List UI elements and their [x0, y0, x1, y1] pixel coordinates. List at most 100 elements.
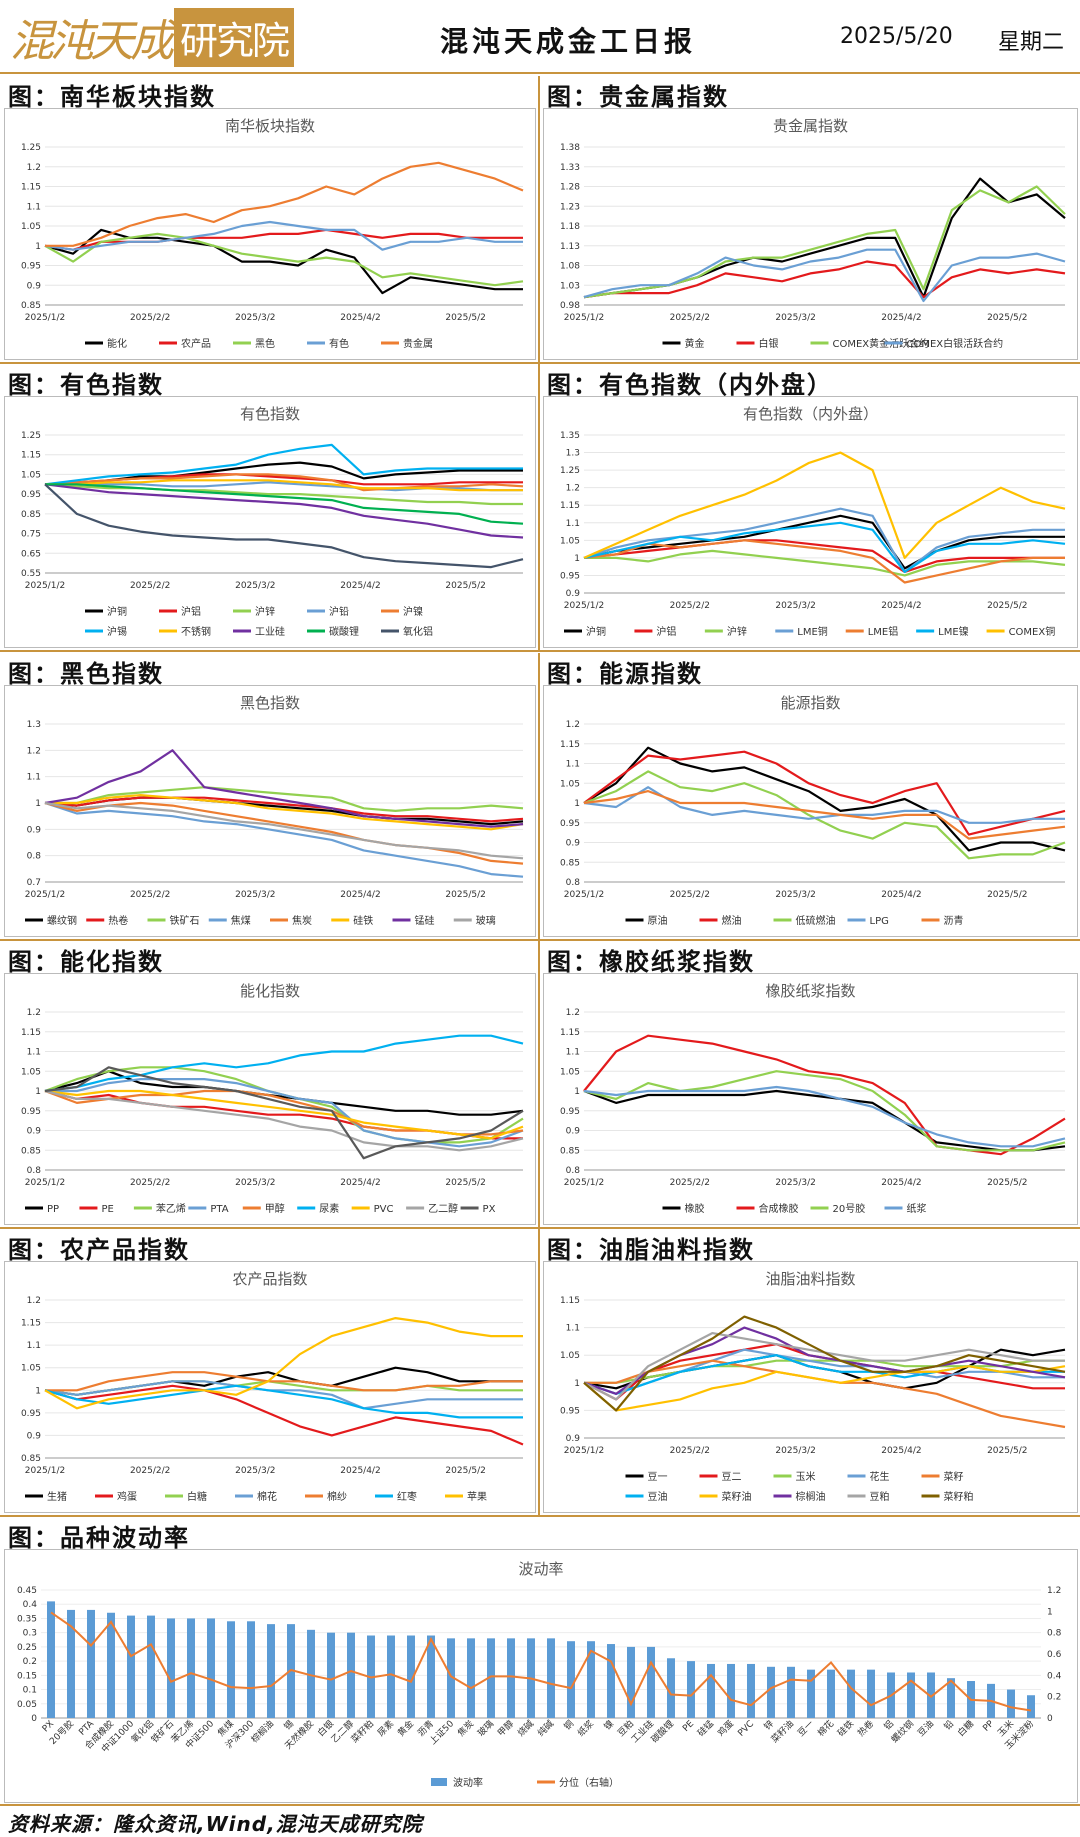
- x-tick-label: 2025/4/2: [881, 601, 921, 611]
- y-tick-label: 0.8: [566, 878, 581, 888]
- legend-label: 有色: [329, 337, 349, 350]
- legend-label: 豆一: [648, 1471, 668, 1483]
- chart-svg: 农产品指数 0.85 0.9 0.95 1 1.05 1.1 1.15 1.2 2025/1/2 2…: [21, 1270, 524, 1503]
- bar: [227, 1621, 235, 1718]
- y-tick-label: 1.15: [560, 501, 580, 511]
- y-tick-label: 0.3: [23, 1629, 37, 1639]
- series-line: [583, 521, 1066, 573]
- y-tick-label: 0.95: [21, 1107, 41, 1117]
- x-tick-label: 2025/3/2: [235, 1178, 275, 1188]
- x-tick-label: 2025/1/2: [25, 581, 65, 591]
- series-line: [583, 539, 1065, 573]
- y-tick-label: 0.65: [21, 549, 41, 559]
- chart-svg: 能化指数 0.8 0.85 0.9 0.95 1 1.05 1.1 1.15 1.2 2025/1/…: [21, 982, 524, 1215]
- series-line: [44, 796, 524, 823]
- y-tick-label: 0.4: [23, 1600, 38, 1610]
- chart-panel-ferrous: 黑色指数 0.7 0.8 0.9 1 1.1 1.2 1.3 2025/1/2 2025/2/2 2…: [4, 685, 536, 937]
- x-tick-label: 2025/1/2: [25, 1178, 65, 1188]
- x-tick-label: 2025/4/2: [881, 1446, 921, 1456]
- legend-label: 能化: [107, 337, 127, 350]
- section-title: 图：品种波动率: [8, 1524, 190, 1552]
- legend-label: 生猪: [47, 1490, 67, 1503]
- category-label: 豆一: [796, 1718, 817, 1739]
- legend-label: 沥青: [944, 914, 964, 927]
- legend-label: 工业硅: [255, 625, 285, 638]
- y-tick-label: 1.38: [560, 143, 580, 153]
- y2-tick-label: 0: [1047, 1714, 1053, 1724]
- y-tick-label: 0.98: [560, 301, 580, 311]
- bar: [847, 1669, 855, 1718]
- series-line: [583, 1315, 1066, 1412]
- legend-label: 沪铅: [329, 605, 349, 618]
- x-tick-label: 2025/3/2: [235, 890, 275, 900]
- legend-label: 低硫燃油: [796, 914, 836, 927]
- x-tick-label: 2025/4/2: [340, 1466, 380, 1476]
- chart-svg: 有色指数 0.55 0.65 0.75 0.85 0.95 1.05 1.15 1.25 2025…: [21, 405, 524, 638]
- y-tick-label: 0.9: [566, 839, 581, 849]
- legend-label: LPG: [870, 916, 889, 927]
- x-tick-label: 2025/2/2: [670, 890, 710, 900]
- company-logo: 混沌天成 研究院: [10, 7, 295, 67]
- section-divider: [0, 939, 1080, 941]
- column-divider: [538, 653, 540, 939]
- legend-label: 花生: [870, 1470, 890, 1483]
- series-line: [44, 1316, 523, 1410]
- y-tick-label: 1.05: [560, 779, 580, 789]
- category-label: 铜: [561, 1718, 576, 1733]
- y-tick-label: 0.95: [21, 490, 41, 500]
- y-tick-label: 1: [35, 1386, 41, 1396]
- bar: [347, 1632, 355, 1718]
- legend-label: PVC: [374, 1204, 394, 1215]
- x-tick-label: 2025/3/2: [775, 313, 815, 323]
- series-line: [45, 479, 523, 492]
- legend-label: 尿素: [319, 1202, 339, 1215]
- legend-label: 原油: [648, 914, 668, 927]
- category-label: PE: [681, 1719, 696, 1734]
- legend-label: 合成橡胶: [759, 1202, 799, 1215]
- y2-tick-label: 0.2: [1047, 1693, 1061, 1703]
- chart-svg: 黑色指数 0.7 0.8 0.9 1 1.1 1.2 1.3 2025/1/2 2025/2/2 2…: [25, 694, 524, 927]
- category-label: PX: [41, 1719, 56, 1734]
- section-title: 图：有色指数（内外盘）: [547, 371, 833, 399]
- chart-svg: 能源指数 0.8 0.85 0.9 0.95 1 1.05 1.1 1.15 1.2 2025/1/…: [560, 694, 1066, 927]
- y2-tick-label: 0.6: [1047, 1650, 1062, 1660]
- y-tick-label: 1.15: [21, 183, 41, 193]
- y-tick-label: 0.7: [27, 878, 41, 888]
- chart-panel-agri: 农产品指数 0.85 0.9 0.95 1 1.05 1.1 1.15 1.2 2025/1/2 2…: [4, 1261, 536, 1513]
- legend-label: 铁矿石: [170, 914, 200, 927]
- x-tick-label: 2025/5/2: [445, 313, 485, 323]
- legend-label: 黑色: [255, 337, 275, 350]
- column-divider: [538, 1229, 540, 1515]
- x-tick-label: 2025/2/2: [130, 890, 170, 900]
- chart-title: 有色指数（内外盘）: [743, 405, 878, 423]
- chart-title: 波动率: [518, 1560, 563, 1578]
- y-tick-label: 1.1: [27, 1341, 41, 1351]
- chart-title: 农产品指数: [232, 1270, 307, 1288]
- y-tick-label: 1.25: [21, 143, 41, 153]
- column-divider: [538, 941, 540, 1227]
- logo-text: 混沌天成: [10, 16, 174, 67]
- chart-svg: 波动率 0 0.05 0.1 0.15 0.2 0.25 0.3 0.35 0.4 0.45 0 0.2…: [17, 1560, 1062, 1789]
- y-tick-label: 0.55: [21, 569, 41, 579]
- bar: [827, 1669, 835, 1718]
- legend-label: 沪铝: [656, 625, 676, 638]
- y-tick-label: 1.1: [566, 1048, 580, 1058]
- y-tick-label: 0.9: [27, 1127, 42, 1137]
- category-label: 菜籽粕: [349, 1718, 377, 1746]
- y-tick-label: 0.45: [17, 1586, 37, 1596]
- bar: [307, 1629, 315, 1718]
- x-tick-label: 2025/5/2: [987, 601, 1027, 611]
- series-line: [583, 248, 1066, 303]
- chart-title: 贵金属指数: [773, 117, 848, 135]
- x-tick-label: 2025/5/2: [987, 890, 1027, 900]
- legend-label: 豆粕: [870, 1490, 890, 1503]
- series-line: [44, 220, 523, 251]
- y-tick-label: 0.9: [566, 1127, 581, 1137]
- y-tick-label: 1.05: [21, 1364, 41, 1374]
- category-label: 纸浆: [575, 1718, 596, 1739]
- series-line: [583, 786, 1065, 824]
- series-line: [583, 1089, 1066, 1152]
- bar: [407, 1635, 415, 1718]
- legend-swatch: [431, 1778, 447, 1786]
- chart-svg: 油脂油料指数 0.9 0.95 1 1.05 1.1 1.15 2025/1/2 2025/2/…: [560, 1270, 1066, 1503]
